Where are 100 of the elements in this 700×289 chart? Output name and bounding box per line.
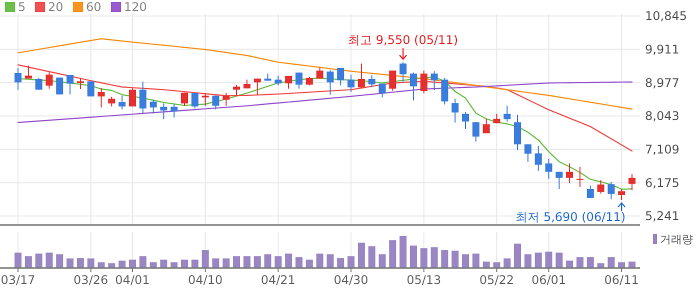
candlestick	[482, 118, 490, 134]
x-tick-label: 04/01	[115, 273, 150, 287]
legend-label: 120	[124, 0, 147, 14]
candlestick	[514, 114, 522, 151]
legend-label: 20	[48, 0, 64, 14]
candlestick	[608, 181, 615, 200]
candlestick	[368, 74, 376, 88]
bar	[150, 262, 157, 268]
bar	[118, 260, 126, 268]
bar	[348, 256, 355, 268]
candlestick	[56, 77, 64, 95]
legend-label: 5	[18, 0, 26, 14]
y-tick-label: 8,043	[645, 109, 680, 124]
bar	[628, 262, 636, 268]
candlestick	[181, 92, 188, 106]
bar	[128, 260, 136, 268]
bar	[514, 244, 522, 268]
x-tick-label: 04/30	[334, 273, 368, 287]
candlestick	[222, 92, 230, 106]
bar	[337, 258, 344, 268]
candlestick	[14, 67, 22, 90]
candlestick	[98, 88, 105, 108]
bar	[56, 254, 64, 268]
candlestick	[524, 144, 532, 162]
candlestick	[628, 174, 636, 191]
x-tick-label: 03/26	[74, 273, 108, 287]
candlestick	[472, 122, 480, 142]
bar	[566, 260, 574, 268]
candlestick	[348, 74, 355, 93]
candlestick	[285, 75, 292, 90]
candlestick	[233, 84, 240, 97]
y-tick-label: 7,109	[645, 142, 680, 157]
candlestick	[46, 72, 53, 90]
bar	[462, 254, 469, 268]
candlestick	[586, 185, 594, 198]
bar	[170, 262, 178, 268]
y-tick-label: 9,911	[645, 42, 680, 57]
bar	[233, 256, 240, 268]
candlestick	[410, 72, 417, 101]
bar	[504, 258, 511, 268]
bar	[618, 262, 626, 268]
bar	[316, 254, 324, 268]
candlestick	[566, 162, 574, 184]
bar	[274, 256, 282, 268]
bar	[306, 260, 313, 268]
candlestick	[87, 80, 94, 97]
bar	[400, 236, 407, 268]
x-tick-label: 03/17	[0, 273, 36, 287]
bar	[108, 263, 116, 268]
candlestick	[430, 70, 438, 91]
candlestick	[378, 83, 386, 98]
candlestick	[326, 70, 334, 96]
candlestick	[358, 63, 365, 89]
candlestick	[170, 103, 178, 118]
x-tick-label: 06/01	[531, 273, 566, 287]
bar	[254, 256, 261, 268]
bar	[139, 256, 146, 268]
candlestick	[24, 65, 32, 80]
candlestick	[150, 99, 157, 114]
y-tick-label: 5,241	[645, 209, 680, 224]
bar	[243, 256, 250, 268]
x-tick-label: 04/21	[260, 273, 296, 287]
candlestick	[576, 166, 584, 188]
bar	[576, 257, 584, 268]
candlestick	[504, 105, 511, 122]
bar	[452, 250, 459, 268]
y-tick-label: 10,845	[645, 9, 687, 24]
bar	[202, 250, 209, 268]
candlestick	[534, 145, 542, 172]
bar	[524, 254, 532, 268]
candlestick	[254, 78, 261, 96]
bar	[597, 263, 604, 268]
line-series	[17, 64, 633, 152]
bar	[24, 256, 32, 268]
y-tick-label: 6,175	[645, 176, 680, 190]
candlestick	[389, 70, 396, 92]
bar	[87, 258, 94, 268]
candlestick	[400, 62, 407, 82]
bar	[160, 260, 168, 268]
candlestick	[337, 67, 344, 86]
bar	[410, 246, 417, 268]
bar	[556, 252, 563, 268]
bar	[545, 252, 552, 268]
x-tick-label: 06/11	[604, 273, 639, 287]
bar	[35, 254, 42, 268]
bar	[358, 242, 365, 268]
bar	[493, 262, 500, 268]
y-tick-label: 8,977	[645, 76, 680, 90]
bar	[212, 258, 220, 268]
candlestick	[441, 77, 448, 105]
candlestick	[274, 75, 282, 86]
bar	[285, 254, 292, 268]
bar	[181, 260, 188, 268]
bar	[264, 254, 272, 268]
bar	[368, 246, 376, 268]
candlestick	[295, 72, 302, 90]
candlestick	[66, 74, 74, 95]
annotation: 최고 9,550 (05/11)	[348, 33, 458, 48]
x-tick-label: 04/10	[188, 273, 223, 287]
bar	[98, 262, 105, 268]
